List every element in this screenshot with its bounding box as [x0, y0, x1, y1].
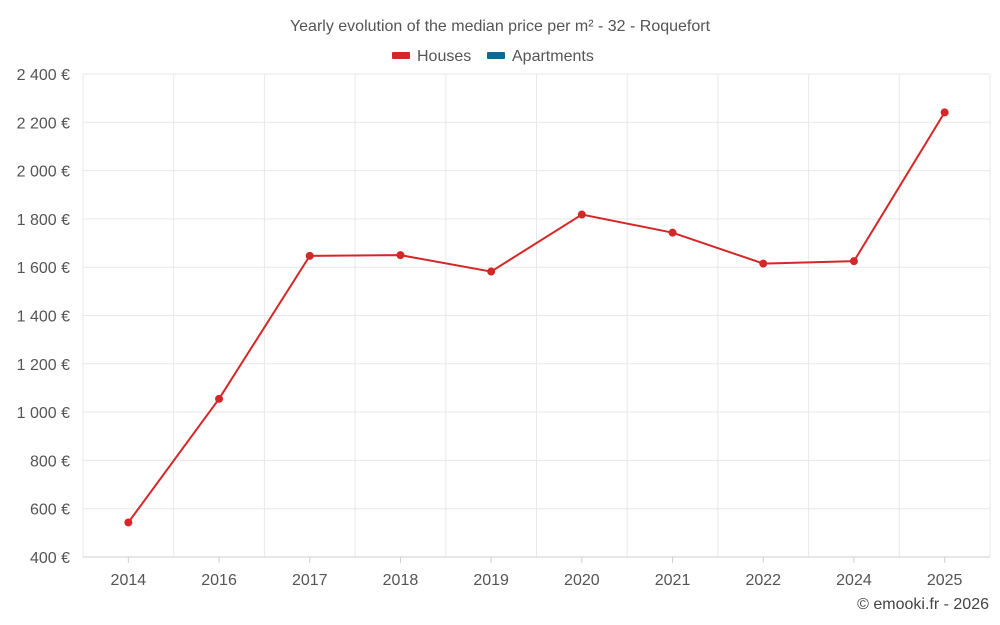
- x-tick-label: 2017: [292, 572, 328, 589]
- grid: [82, 73, 991, 557]
- series-houses: [124, 108, 949, 527]
- y-tick-label: 2 400 €: [17, 67, 70, 84]
- data-point-houses-2018[interactable]: [396, 251, 405, 260]
- y-tick-label: 2 000 €: [17, 164, 70, 181]
- legend: Houses Apartments: [392, 48, 594, 65]
- y-tick-label: 1 800 €: [17, 212, 70, 229]
- x-tick-label: 2024: [836, 572, 872, 589]
- legend-swatch-apartments[interactable]: [487, 52, 505, 59]
- x-tick-label: 2019: [473, 572, 509, 589]
- data-point-houses-2025[interactable]: [940, 108, 949, 117]
- data-point-houses-2016[interactable]: [215, 394, 224, 403]
- y-tick-label: 400 €: [30, 550, 70, 567]
- x-tick-label: 2016: [201, 572, 237, 589]
- legend-label-apartments[interactable]: Apartments: [512, 48, 594, 65]
- x-tick-label: 2021: [655, 572, 691, 589]
- x-tick-label: 2025: [927, 572, 963, 589]
- y-tick-label: 2 200 €: [17, 115, 70, 132]
- data-point-houses-2022[interactable]: [759, 259, 768, 268]
- series-line-houses: [127, 111, 946, 524]
- data-point-houses-2021[interactable]: [668, 228, 677, 237]
- legend-swatch-houses[interactable]: [392, 52, 410, 59]
- y-tick-label: 1 600 €: [17, 260, 70, 277]
- y-tick-label: 1 000 €: [17, 405, 70, 422]
- data-point-houses-2019[interactable]: [487, 267, 496, 276]
- x-tick-label: 2020: [564, 572, 600, 589]
- y-tick-label: 1 400 €: [17, 309, 70, 326]
- y-tick-label: 600 €: [30, 502, 70, 519]
- credit-text: © emooki.fr - 2026: [857, 596, 989, 613]
- x-axis-ticks: 2014 2016 2017 2018 2019 2020 2021 2022 2024 2025: [111, 557, 963, 589]
- y-tick-label: 1 200 €: [17, 357, 70, 374]
- x-tick-label: 2018: [383, 572, 419, 589]
- x-tick-label: 2014: [111, 572, 147, 589]
- legend-label-houses[interactable]: Houses: [417, 48, 471, 65]
- x-tick-label: 2022: [745, 572, 781, 589]
- data-point-houses-2020[interactable]: [577, 210, 586, 219]
- y-tick-label: 800 €: [30, 453, 70, 470]
- data-point-houses-2014[interactable]: [124, 518, 133, 527]
- y-axis-ticks: 2 400 € 2 200 € 2 000 € 1 800 € 1 600 € 1 400…: [17, 67, 70, 567]
- data-point-houses-2017[interactable]: [305, 251, 314, 260]
- chart-title: Yearly evolution of the median price per…: [290, 18, 711, 35]
- data-point-houses-2024[interactable]: [849, 257, 858, 266]
